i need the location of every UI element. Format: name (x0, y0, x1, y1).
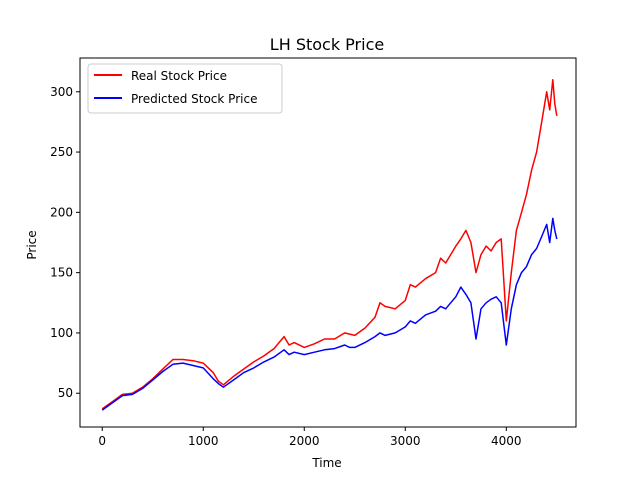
series-line-predicted (101, 217, 558, 411)
y-tick-label: 100 (50, 326, 73, 340)
x-tick-label: 3000 (390, 434, 421, 448)
y-tick-label: 200 (50, 205, 73, 219)
series-line-real (101, 78, 558, 410)
x-axis-label: Time (311, 456, 341, 470)
y-tick-label: 250 (50, 145, 73, 159)
y-tick-label: 150 (50, 266, 73, 280)
y-axis-label: Price (25, 230, 39, 259)
chart-title: LH Stock Price (270, 35, 384, 54)
legend-label-predicted: Predicted Stock Price (131, 92, 257, 106)
y-tick-label: 50 (58, 386, 73, 400)
plot-frame (79, 57, 577, 428)
y-tick-label: 300 (50, 85, 73, 99)
x-tick-label: 4000 (491, 434, 522, 448)
plot-area (101, 78, 558, 411)
x-tick-label: 1000 (188, 434, 219, 448)
legend-label-real: Real Stock Price (131, 69, 227, 83)
x-tick-label: 2000 (289, 434, 320, 448)
x-tick-label: 0 (98, 434, 106, 448)
axis-ticks: 0 1000 2000 3000 4000 50 100 150 200 250 300 (50, 85, 521, 448)
legend: Real Stock Price Predicted Stock Price (87, 63, 283, 114)
legend-box (87, 63, 283, 114)
